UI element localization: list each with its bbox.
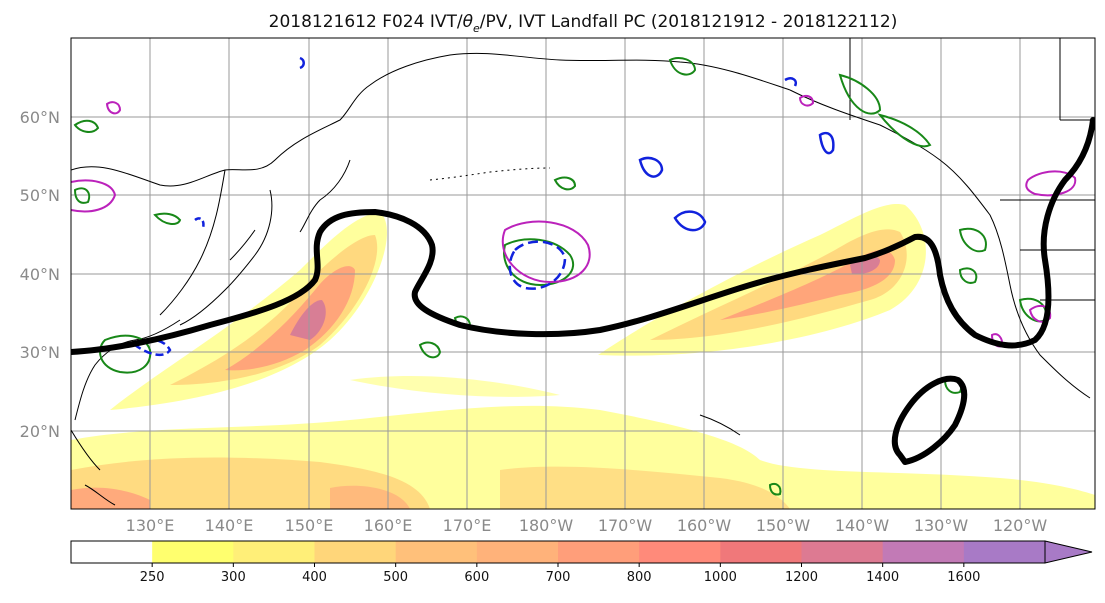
colorbar-tick-label: 1200 [785, 570, 818, 585]
lon-label: 150°E [285, 516, 334, 535]
latitude-labels: 60°N 50°N 40°N 30°N 20°N [20, 108, 60, 441]
colorbar-tick-label: 700 [546, 570, 571, 585]
lon-label: 170°E [443, 516, 492, 535]
colorbar-extend-arrow [1044, 540, 1093, 564]
lon-label: 130°W [914, 516, 969, 535]
longitude-labels: 130°E 140°E 150°E 160°E 170°E 180°W 170°… [126, 516, 1048, 535]
colorbar-ticks: 250 300 400 500 600 700 800 1000 1200 1400 1600 [140, 563, 980, 585]
lon-label: 180°W [519, 516, 574, 535]
colorbar-tick-label: 800 [627, 570, 652, 585]
colorbar-segment [720, 541, 802, 563]
colorbar-segment [639, 541, 721, 563]
lat-label: 60°N [20, 108, 60, 127]
colorbar-tick-label: 300 [221, 570, 246, 585]
colorbar-segment [314, 541, 397, 563]
colorbar-segment [801, 541, 884, 563]
lat-label: 40°N [20, 265, 60, 284]
colorbar-segment [882, 541, 965, 563]
colorbar-segment [233, 541, 315, 563]
lon-label: 140°W [835, 516, 890, 535]
colorbar-segment [395, 541, 478, 563]
colorbar-tick-label: 400 [302, 570, 327, 585]
colorbar-segments [71, 541, 1046, 563]
colorbar-tick-label: 500 [383, 570, 408, 585]
colorbar-tick-label: 600 [464, 570, 489, 585]
blue-contours [132, 56, 835, 357]
lon-label: 140°E [205, 516, 254, 535]
lon-label: 170°W [598, 516, 653, 535]
lat-label: 20°N [20, 422, 60, 441]
colorbar-tick-label: 1600 [947, 570, 980, 585]
lon-label: 160°E [364, 516, 413, 535]
map-border [70, 37, 1096, 510]
lon-label: 120°W [993, 516, 1048, 535]
colorbar-segment [476, 541, 559, 563]
colorbar: 250 300 400 500 600 700 800 1000 1200 1400 1600 [70, 540, 1093, 585]
lon-label: 160°W [677, 516, 732, 535]
ivt-black-contour [71, 117, 1095, 465]
colorbar-segment [558, 541, 640, 563]
colorbar-segment [71, 541, 153, 563]
lon-label: 150°W [756, 516, 811, 535]
magenta-contours [71, 94, 1077, 348]
lon-label: 130°E [126, 516, 175, 535]
map-panel [70, 37, 1096, 510]
lat-label: 50°N [20, 186, 60, 205]
colorbar-tick-label: 1400 [866, 570, 899, 585]
colorbar-tick-label: 1000 [704, 570, 737, 585]
figure-title: 2018121612 F024 IVT/θe/PV, IVT Landfall … [269, 12, 898, 35]
colorbar-segment [152, 541, 234, 563]
lat-label: 30°N [20, 343, 60, 362]
graticule [71, 38, 1095, 509]
colorbar-segment [963, 541, 1046, 563]
colorbar-tick-label: 250 [140, 570, 165, 585]
